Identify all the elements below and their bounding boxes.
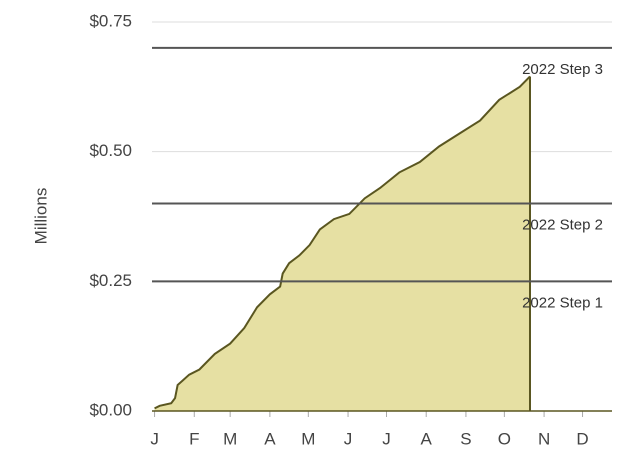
x-tick-label: F: [189, 429, 199, 448]
area: [154, 76, 530, 412]
x-tick-label: M: [223, 429, 237, 448]
reference-label: 2022 Step 1: [522, 294, 603, 311]
x-tick-label: S: [460, 429, 471, 448]
x-tick-label: D: [576, 429, 588, 448]
reference-label: 2022 Step 3: [522, 61, 603, 78]
reference-label: 2022 Step 2: [522, 217, 603, 234]
x-tick-label: J: [150, 429, 159, 448]
x-tick-label: A: [264, 429, 276, 448]
y-tick-label: $0.00: [89, 400, 132, 419]
x-tick-label: O: [498, 429, 511, 448]
x-tick-label: A: [421, 429, 433, 448]
x-tick-label: N: [538, 429, 550, 448]
x-tick-label: M: [301, 429, 315, 448]
y-tick-label: $0.75: [89, 11, 132, 30]
x-tick-label: J: [344, 429, 353, 448]
y-tick-label: $0.50: [89, 141, 132, 160]
x-tick-label: J: [382, 429, 391, 448]
line: [154, 75, 531, 410]
y-axis-title: Millions: [31, 188, 50, 245]
y-tick-label: $0.25: [89, 271, 132, 290]
